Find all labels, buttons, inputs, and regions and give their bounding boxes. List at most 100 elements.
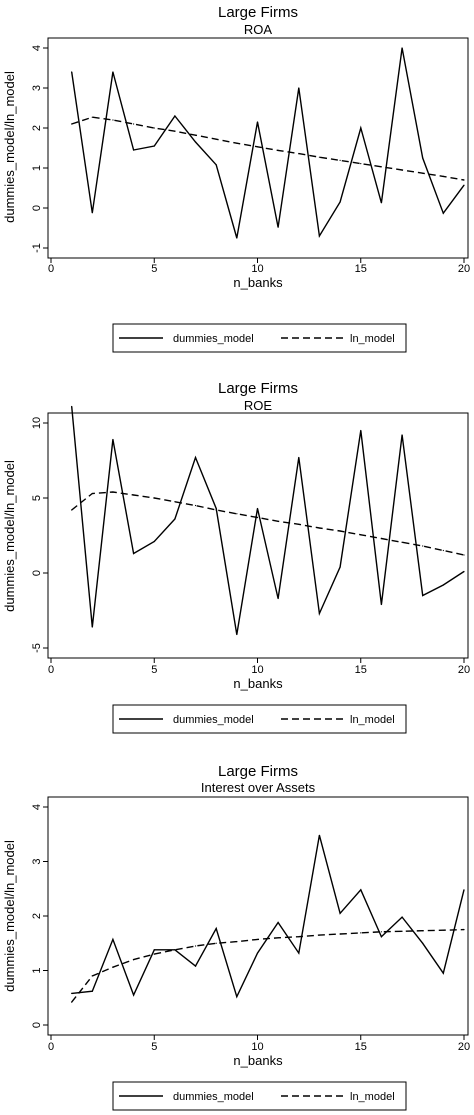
data-point-dummies_model xyxy=(236,237,238,239)
data-point-dummies_model xyxy=(174,518,176,520)
x-tick-label: 20 xyxy=(458,1041,470,1053)
data-point-ln_model xyxy=(380,931,382,933)
data-point-dummies_model xyxy=(360,889,362,891)
series-line-dummies_model xyxy=(71,47,465,239)
data-point-dummies_model xyxy=(463,184,465,186)
data-point-ln_model xyxy=(422,545,424,547)
x-tick-label: 5 xyxy=(151,664,157,676)
data-point-dummies_model xyxy=(298,456,300,459)
legend-label-dummies_model: dummies_model xyxy=(173,1091,254,1103)
y-tick-label: 1 xyxy=(31,165,43,171)
plot-frame xyxy=(47,796,469,1036)
x-axis-label: n_banks xyxy=(233,275,283,290)
data-point-ln_model xyxy=(401,169,403,171)
data-point-ln_model xyxy=(318,934,321,936)
data-point-dummies_model xyxy=(112,71,114,73)
y-tick-label: 2 xyxy=(31,125,43,131)
data-point-dummies_model xyxy=(236,996,238,998)
y-axis-label: dummies_model/ln_model xyxy=(2,460,17,612)
data-point-ln_model xyxy=(71,123,73,125)
data-point-ln_model xyxy=(463,929,465,931)
data-point-ln_model xyxy=(91,975,93,977)
y-tick-label: -5 xyxy=(31,643,43,653)
data-point-ln_model xyxy=(91,116,93,118)
data-point-dummies_model xyxy=(112,438,114,441)
y-tick-label: 0 xyxy=(31,205,43,211)
data-point-dummies_model xyxy=(256,507,259,510)
data-point-ln_model xyxy=(442,549,444,552)
data-point-dummies_model xyxy=(277,226,279,228)
data-point-ln_model xyxy=(153,497,155,499)
data-point-dummies_model xyxy=(194,141,197,143)
series-line-dummies_model xyxy=(71,406,465,635)
series-line-dummies_model xyxy=(71,835,465,999)
data-point-ln_model xyxy=(298,153,300,155)
data-point-dummies_model xyxy=(277,597,279,600)
plot-frame xyxy=(47,37,469,259)
y-axis-label: dummies_model/ln_model xyxy=(2,71,17,223)
data-point-ln_model xyxy=(236,513,238,515)
data-point-ln_model xyxy=(360,534,362,536)
data-point-dummies_model xyxy=(133,552,135,555)
data-point-ln_model xyxy=(215,138,217,140)
data-point-ln_model xyxy=(91,492,93,495)
data-point-dummies_model xyxy=(298,952,300,954)
data-point-ln_model xyxy=(236,142,238,144)
data-point-dummies_model xyxy=(442,972,444,974)
y-axis-label: dummies_model/ln_model xyxy=(2,840,17,992)
data-point-dummies_model xyxy=(71,992,73,994)
data-point-dummies_model xyxy=(71,71,73,73)
data-point-dummies_model xyxy=(194,456,197,459)
data-point-ln_model xyxy=(194,504,197,507)
data-point-dummies_model xyxy=(442,584,444,586)
plot-frame xyxy=(47,412,469,659)
data-point-ln_model xyxy=(380,537,382,540)
legend-label-dummies_model: dummies_model xyxy=(173,714,254,726)
data-point-ln_model xyxy=(256,146,259,148)
data-point-dummies_model xyxy=(339,566,341,568)
chart-title: Large Firms xyxy=(218,4,298,21)
y-tick-label: 1 xyxy=(31,967,43,973)
series-line-ln_model xyxy=(71,491,465,556)
data-point-dummies_model xyxy=(380,936,382,938)
y-tick-label: 4 xyxy=(31,45,43,51)
data-point-ln_model xyxy=(236,941,238,943)
chart-title: Large Firms xyxy=(218,763,298,780)
y-tick-label: 3 xyxy=(31,858,43,864)
y-tick-label: 3 xyxy=(31,85,43,91)
data-point-dummies_model xyxy=(339,201,341,203)
data-point-dummies_model xyxy=(215,927,217,930)
data-point-ln_model xyxy=(339,933,341,935)
series-line-ln_model xyxy=(71,928,465,1003)
x-axis-label: n_banks xyxy=(233,1053,283,1068)
x-tick-label: 0 xyxy=(48,1041,54,1053)
data-point-ln_model xyxy=(298,936,300,938)
data-point-dummies_model xyxy=(360,429,362,432)
data-point-ln_model xyxy=(422,172,424,174)
y-tick-label: 0 xyxy=(31,1022,43,1028)
y-tick-label: 10 xyxy=(31,417,43,429)
data-point-dummies_model xyxy=(401,47,403,49)
data-point-dummies_model xyxy=(422,594,424,597)
data-point-ln_model xyxy=(133,494,135,496)
data-point-ln_model xyxy=(401,541,403,543)
data-point-ln_model xyxy=(380,166,382,168)
data-point-dummies_model xyxy=(318,235,321,237)
data-point-dummies_model xyxy=(215,507,217,510)
legend-label-ln_model: ln_model xyxy=(350,714,395,726)
data-point-ln_model xyxy=(112,966,114,968)
legend-label-dummies_model: dummies_model xyxy=(173,333,254,345)
data-point-ln_model xyxy=(194,945,197,947)
data-point-dummies_model xyxy=(442,212,444,214)
legend-label-ln_model: ln_model xyxy=(350,333,395,345)
data-point-ln_model xyxy=(133,959,135,961)
data-point-ln_model xyxy=(133,123,135,125)
data-point-ln_model xyxy=(277,149,279,151)
x-tick-label: 15 xyxy=(355,1041,367,1053)
data-point-dummies_model xyxy=(133,994,135,996)
x-tick-label: 10 xyxy=(251,1041,263,1053)
y-tick-label: 2 xyxy=(31,913,43,919)
series-line-ln_model xyxy=(71,116,465,181)
